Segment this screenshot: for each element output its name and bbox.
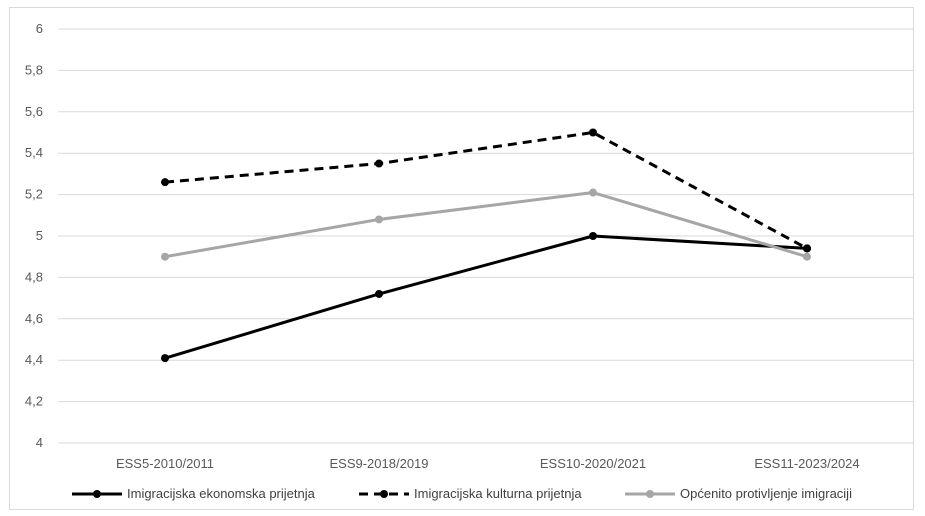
legend-label: Imigracijska kulturna prijetnja (414, 486, 582, 501)
legend-marker (93, 490, 101, 498)
y-tick-label: 5,8 (25, 62, 43, 77)
data-point (803, 244, 811, 253)
gridlines (58, 28, 914, 444)
data-point (589, 232, 597, 240)
y-tick-label: 4,2 (25, 394, 43, 409)
x-tick-label: ESS5-2010/2011 (116, 456, 214, 471)
data-point (589, 128, 597, 137)
y-tick-label: 6 (36, 21, 43, 36)
data-point (375, 289, 383, 298)
data-point (803, 252, 811, 261)
legend-label: Općenito protivljenje imigraciji (680, 486, 852, 501)
x-tick-label: ESS11-2023/2024 (754, 456, 859, 471)
y-tick-label: 4,4 (25, 352, 43, 367)
data-point (161, 178, 169, 187)
series-line (164, 234, 808, 360)
series-line (164, 131, 808, 250)
y-tick-label: 4,8 (25, 269, 43, 284)
data-point (161, 252, 169, 261)
legend-marker (380, 490, 388, 498)
data-point (161, 354, 169, 363)
legend-marker (646, 490, 654, 498)
data-point (375, 215, 383, 224)
x-axis-ticks: ESS5-2010/2011 ESS9-2018/2019 ESS10-2020/2… (116, 456, 860, 471)
data-point (375, 159, 383, 168)
y-axis-ticks: 4 4,2 4,4 4,6 4,8 5 5,2 5,4 5,6 5,8 6 (25, 21, 43, 450)
series-group (161, 128, 811, 363)
legend: Imigracijska ekonomska prijetnja Imigraci… (72, 486, 852, 501)
chart-frame (9, 7, 914, 510)
y-tick-label: 4,6 (25, 311, 43, 326)
series-line (164, 191, 808, 259)
y-tick-label: 5 (36, 228, 43, 243)
legend-label: Imigracijska ekonomska prijetnja (127, 486, 316, 501)
x-tick-label: ESS10-2020/2021 (540, 456, 646, 471)
y-tick-label: 4 (36, 435, 43, 450)
data-point (589, 188, 597, 197)
y-tick-label: 5,6 (25, 104, 43, 119)
y-tick-label: 5,4 (25, 145, 43, 160)
x-tick-label: ESS9-2018/2019 (329, 456, 428, 471)
y-tick-label: 5,2 (25, 187, 43, 202)
